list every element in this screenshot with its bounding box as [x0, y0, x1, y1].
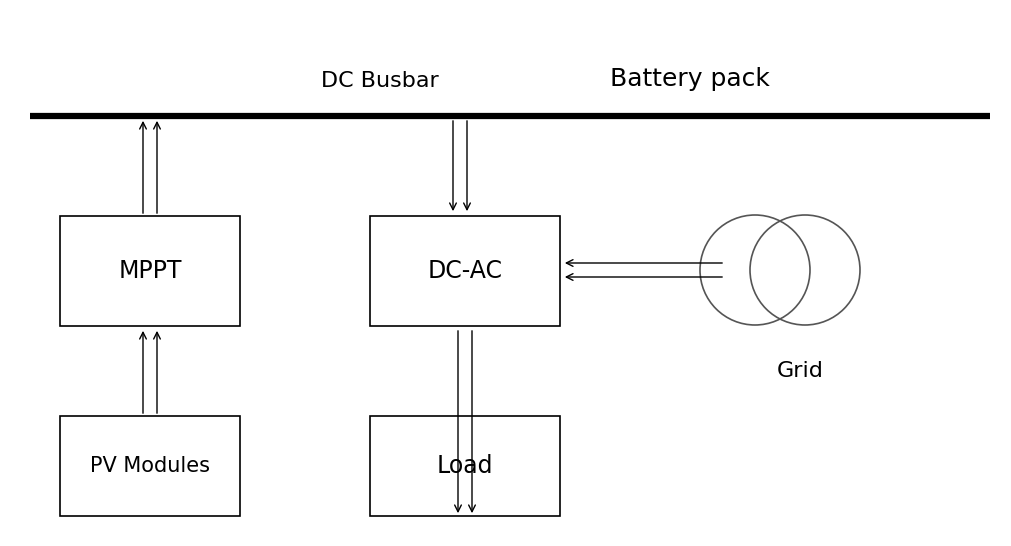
Text: DC-AC: DC-AC: [427, 259, 502, 283]
Text: PV Modules: PV Modules: [90, 456, 210, 476]
Bar: [370, 216, 559, 326]
Text: Battery pack: Battery pack: [610, 67, 769, 91]
Bar: [60, 416, 240, 516]
Text: MPPT: MPPT: [118, 259, 182, 283]
Text: Load: Load: [437, 454, 492, 478]
Bar: [370, 416, 559, 516]
Text: DC Busbar: DC Busbar: [320, 71, 439, 91]
Bar: [60, 216, 240, 326]
Text: Grid: Grid: [775, 361, 823, 381]
